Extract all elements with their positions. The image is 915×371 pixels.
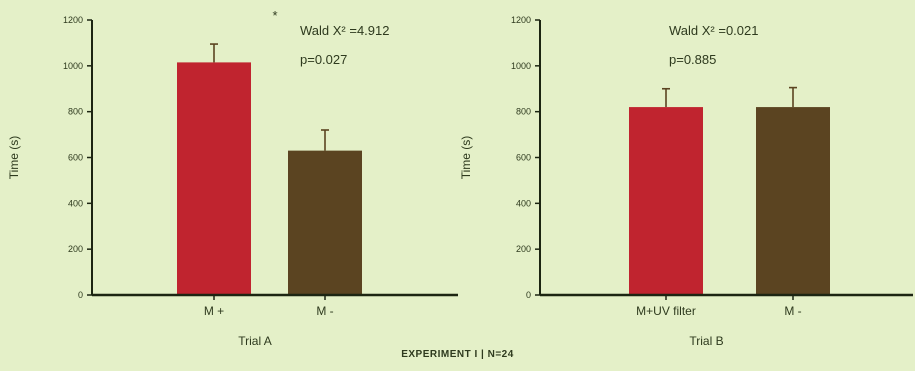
error-bar-2	[321, 129, 329, 151]
stat-annotation: Wald X² =4.912	[300, 23, 389, 38]
x-tick-label: M +	[204, 304, 224, 318]
y-tick-label: 600	[516, 153, 531, 163]
x-tick-label: M -	[316, 304, 333, 318]
chart-panel-2: 0 200 400 600 800 1000 1200 M+UV filter M - Trial…	[459, 15, 913, 348]
y-tick-label: 800	[68, 107, 83, 117]
error-bar-1	[662, 87, 670, 108]
y-tick-label: 1200	[511, 15, 531, 25]
error-bar-2	[789, 86, 797, 108]
y-tick-label: 400	[68, 198, 83, 208]
stat-annotation: p=0.885	[669, 52, 716, 67]
chart-panel-1: 0 200 400 600 800 1000 1200 M + M - Trial A Time (…	[7, 8, 458, 348]
experiment-caption: EXPERIMENT I | N=24	[401, 349, 514, 360]
y-tick-label: 1000	[63, 61, 83, 71]
y-axis-title: Time (s)	[459, 136, 473, 180]
y-tick-label: 400	[516, 198, 531, 208]
error-bar-1	[210, 43, 218, 63]
y-tick-label: 1200	[63, 15, 83, 25]
bar-1	[177, 62, 251, 296]
bar-2	[756, 107, 830, 295]
y-tick-label: 200	[68, 244, 83, 254]
bar-1	[629, 107, 703, 295]
stat-annotation: Wald X² =0.021	[669, 23, 758, 38]
y-tick-label: 600	[68, 153, 83, 163]
x-tick-label: M -	[784, 304, 801, 318]
y-tick-label: 800	[516, 107, 531, 117]
y-tick-label: 200	[516, 244, 531, 254]
stat-annotation: p=0.027	[300, 52, 347, 67]
y-axis-title: Time (s)	[7, 136, 21, 180]
x-axis-title: Trial B	[689, 334, 723, 348]
x-tick-label: M+UV filter	[636, 304, 696, 318]
y-tick-label: 0	[526, 290, 531, 300]
significance-marker: *	[272, 8, 277, 23]
bar-2	[288, 150, 362, 295]
x-axis-title: Trial A	[238, 334, 272, 348]
y-tick-label: 1000	[511, 61, 531, 71]
y-tick-label: 0	[78, 290, 83, 300]
